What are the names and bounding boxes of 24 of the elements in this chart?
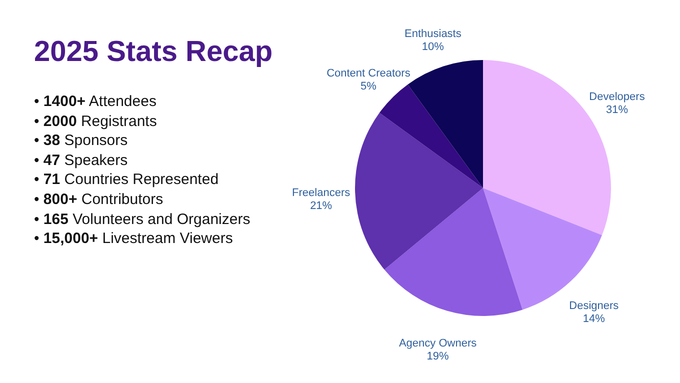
slice-label: Freelancers (292, 187, 351, 200)
data-label: 21% (310, 200, 332, 212)
text: • 47 Speakers (34, 150, 129, 170)
text: • 38 Sponsors (34, 131, 129, 151)
pie-slice (384, 188, 523, 316)
slice-label: Enthusiasts (404, 28, 462, 40)
pie-slice (379, 84, 483, 188)
text: • 71 Countries Represented (34, 170, 220, 190)
data-label: 31% (606, 104, 628, 116)
data-label: 14% (582, 313, 606, 326)
pie-slice (355, 112, 483, 270)
chart-title: 2025 Stats Recap (34, 36, 273, 69)
data-label: 10% (422, 40, 444, 53)
text: • 15,000+ Livestream Viewers (34, 229, 234, 249)
slice-label: Content Creators (326, 67, 411, 80)
slice-label: Agency Owners (398, 338, 478, 350)
text: • 165 Volunteers and Organizers (34, 210, 250, 230)
data-label: 19% (426, 350, 450, 363)
text: • 800+ Contributors (34, 190, 164, 210)
slice-label: Designers (569, 300, 620, 312)
data-label: 5% (360, 80, 377, 92)
text: • 1400+ Attendees (34, 92, 158, 112)
slice-label: Developers (589, 90, 646, 103)
text: • 2000 Registrants (34, 112, 158, 132)
